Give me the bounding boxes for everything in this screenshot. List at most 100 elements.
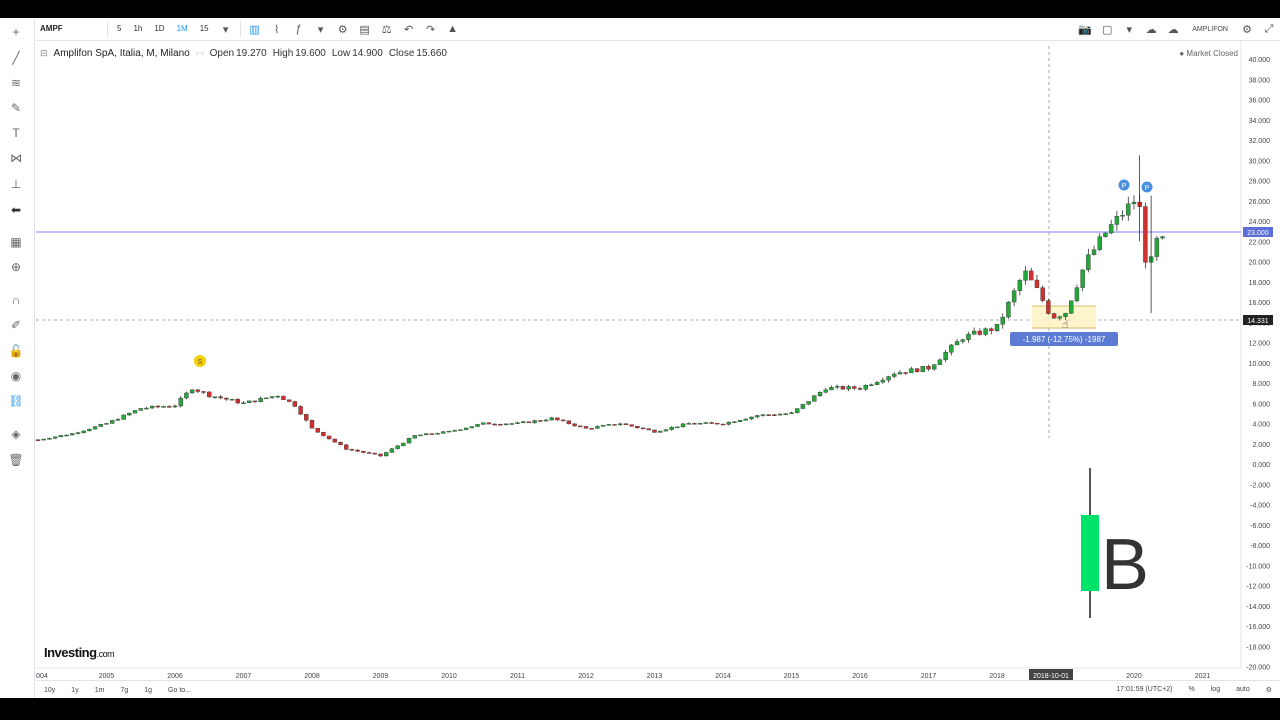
split-marker[interactable] <box>194 355 206 367</box>
price-chart[interactable]: 40.000 38.000 36.000 34.000 32.000 30.000 28.0… <box>0 18 1280 680</box>
indicators-icon[interactable]: ƒ <box>295 23 302 35</box>
camera-icon[interactable]: 📷 <box>1078 23 1093 36</box>
candle-body <box>269 396 275 399</box>
alert-icon[interactable]: ⚖ <box>381 23 392 36</box>
undo-icon[interactable]: ↶ <box>404 23 414 36</box>
ruler-icon[interactable]: ▦ <box>10 235 22 249</box>
chevron-down-icon[interactable]: ▾ <box>317 23 324 36</box>
goto-button[interactable]: Go to... <box>168 686 191 694</box>
forecast-icon[interactable]: ⊥ <box>10 177 22 191</box>
fib-icon[interactable]: ≋ <box>10 76 22 90</box>
range-1g[interactable]: 1g <box>144 686 153 694</box>
candle-body <box>543 419 549 422</box>
lock-icon[interactable]: 🔓 <box>8 344 24 358</box>
back-arrow-icon[interactable]: ⬅ <box>10 203 22 217</box>
crosshair-price-tag-box <box>1243 315 1273 325</box>
candle-body <box>395 445 400 449</box>
interval-5[interactable]: 5 <box>117 24 122 33</box>
time-tick-label: 2012 <box>578 673 594 680</box>
candle-body <box>732 421 737 423</box>
interval-1d[interactable]: 1D <box>154 24 165 33</box>
price-axis[interactable]: 40.000 38.000 36.000 34.000 32.000 30.000 28.0… <box>1246 57 1270 672</box>
candle-body <box>321 431 326 437</box>
crosshair-icon[interactable]: + <box>12 25 20 39</box>
range-1y[interactable]: 1y <box>71 686 79 694</box>
low-label: Low <box>331 48 351 59</box>
auto-toggle[interactable]: auto <box>1236 686 1250 693</box>
bell-icon[interactable]: ▲ <box>447 23 459 35</box>
trash-icon[interactable]: 🗑 <box>8 453 24 467</box>
time-axis[interactable]: 004 2005 2006 2007 2008 2009 2010 2011 2012 2013 2… <box>36 673 1210 680</box>
layout-icon[interactable]: ▢ <box>1102 23 1113 36</box>
candle-body <box>361 451 366 453</box>
eye-icon[interactable]: ◉ <box>10 369 22 383</box>
zoom-icon[interactable]: ⊕ <box>10 260 22 274</box>
symbol-title[interactable]: Amplifon SpA, Italia, M, Milano <box>53 48 190 59</box>
gear-icon[interactable]: ⚙ <box>337 23 348 36</box>
symbol-input[interactable]: AMPF <box>40 24 63 33</box>
price-tick-label: 26.000 <box>1249 199 1271 206</box>
magnet-icon[interactable]: ∩ <box>11 293 21 307</box>
candle-body <box>783 413 788 415</box>
layers-icon[interactable]: ◈ <box>11 427 21 441</box>
price-tick-label: 32.000 <box>1249 138 1271 145</box>
candle-body <box>235 399 240 404</box>
range-10y[interactable]: 10y <box>44 686 56 694</box>
candle-body <box>104 423 109 425</box>
time-tick-label: 2010 <box>441 673 457 680</box>
chevron-down-icon[interactable]: ▾ <box>1126 23 1132 36</box>
range-1m[interactable]: 1m <box>94 686 105 694</box>
link-icon[interactable]: ⛓ <box>8 394 24 408</box>
dividend-marker[interactable] <box>1118 179 1130 191</box>
cloud-load-icon[interactable]: ☁ <box>1145 23 1157 36</box>
interval-1m[interactable]: 1M <box>176 24 188 33</box>
candle-body <box>184 392 189 399</box>
range-7g[interactable]: 7g <box>120 686 129 694</box>
cloud-save-icon[interactable]: ☁ <box>1167 23 1179 36</box>
candle-body <box>110 420 115 424</box>
templates-icon[interactable]: ▤ <box>359 23 370 36</box>
candle-body <box>304 414 309 421</box>
candle-body <box>81 430 86 433</box>
price-tick-label: 6.000 <box>1252 401 1270 408</box>
log-toggle[interactable]: log <box>1210 686 1221 693</box>
percent-toggle[interactable]: % <box>1188 686 1195 693</box>
settings-icon[interactable]: ⚙ <box>1242 23 1252 36</box>
logo-candle-body <box>1081 515 1099 591</box>
interval-1h[interactable]: 1h <box>133 24 143 33</box>
time-tick-label: 2009 <box>373 673 389 680</box>
legend-settings-icon[interactable]: ▫ ▫ <box>195 49 204 58</box>
price-tick-label: -2.000 <box>1250 482 1270 489</box>
high-label: High <box>272 48 294 59</box>
redo-icon[interactable]: ↷ <box>426 23 436 36</box>
time-tick-label: 2021 <box>1195 673 1211 680</box>
market-status: ● Market Closed <box>1179 49 1238 58</box>
candle-body <box>195 389 201 392</box>
chart-legend: ⊟ Amplifon SpA, Italia, M, Milano ▫ ▫ Op… <box>40 48 447 59</box>
current-price-tag-box <box>1243 227 1273 237</box>
candles-icon[interactable]: ▥ <box>249 23 260 36</box>
fullscreen-icon[interactable]: ⤢ <box>1264 22 1274 35</box>
candle-body <box>960 339 965 342</box>
candles[interactable] <box>35 155 1165 457</box>
price-tick-label: 38.000 <box>1249 77 1271 84</box>
interval-15[interactable]: 15 <box>199 24 209 33</box>
pencil-lock-icon[interactable]: ✐ <box>10 318 22 332</box>
text-icon[interactable]: T <box>12 126 20 140</box>
dividend-marker-label: P <box>1122 183 1127 190</box>
pattern-icon[interactable]: ⋈ <box>10 151 22 165</box>
price-tick-label: -8.000 <box>1250 543 1270 550</box>
compare-icon[interactable]: ⌇ <box>273 23 280 36</box>
settings-icon[interactable]: ⚙ <box>1265 687 1272 694</box>
candle-body <box>538 420 543 422</box>
candle-body <box>161 406 166 408</box>
brush-icon[interactable]: ✎ <box>10 101 22 115</box>
candle-body <box>1154 237 1160 257</box>
trend-line-icon[interactable]: ╱ <box>12 51 20 65</box>
dividend-marker[interactable] <box>1141 181 1153 193</box>
chevron-down-icon[interactable]: ▾ <box>222 23 229 36</box>
candle-body <box>874 381 880 385</box>
candle-body <box>252 400 258 403</box>
candle-body <box>286 399 292 402</box>
collapse-icon[interactable]: ⊟ <box>40 48 48 58</box>
